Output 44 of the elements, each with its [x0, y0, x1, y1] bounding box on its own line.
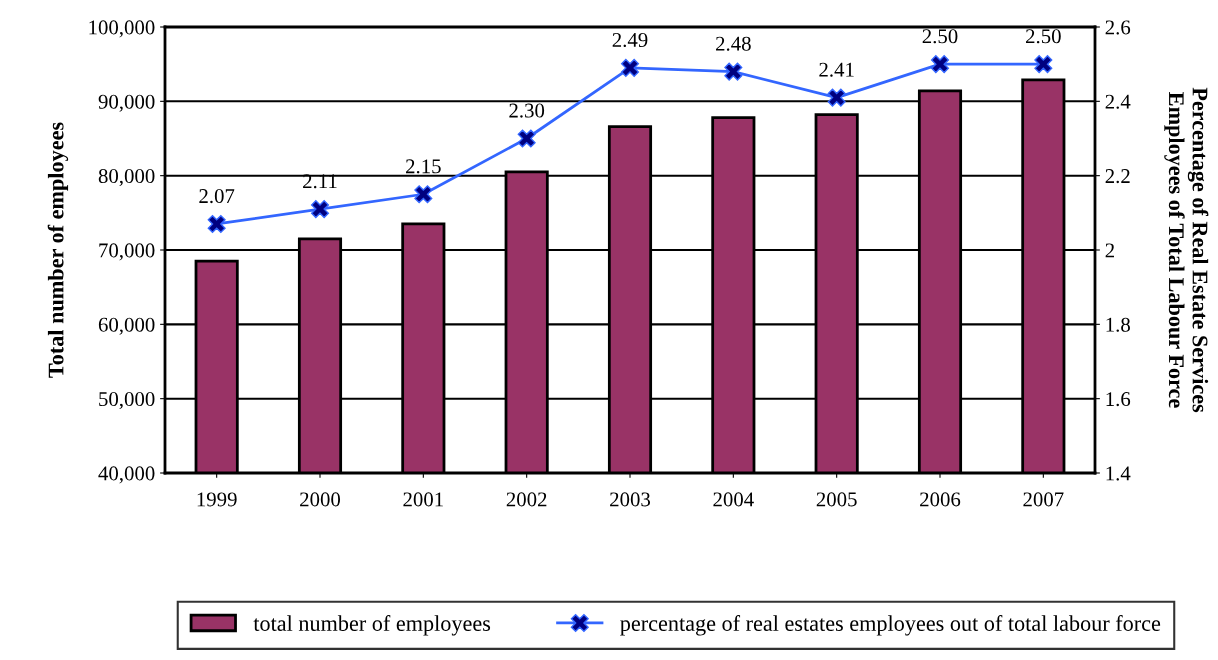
- point: [620, 58, 640, 77]
- y2-tick-label: 2.6: [1105, 20, 1131, 35]
- data-label: 2.41: [819, 62, 854, 77]
- y-tick-label: 70,000: [99, 243, 155, 261]
- y-tick-label: 50,000: [99, 392, 155, 410]
- data-label: 2.15: [406, 159, 441, 174]
- y2-tick-label: 2.2: [1105, 169, 1130, 184]
- point: [414, 185, 433, 204]
- y-tick-label: 60,000: [98, 317, 155, 335]
- y-tick-label: 90,000: [98, 94, 155, 112]
- y2-tick-label: 2.4: [1105, 94, 1131, 109]
- x-tick-label: 2007: [1023, 492, 1064, 507]
- y-tick-label: 80,000: [98, 169, 155, 187]
- y-tick-label: 100,000: [89, 20, 155, 38]
- data-label: 2.50: [1026, 29, 1061, 44]
- point: [517, 129, 536, 148]
- y2-tick-label: 1.4: [1106, 466, 1131, 481]
- x-tick-label: 2005: [816, 492, 857, 507]
- data-label: 2.07: [199, 189, 235, 204]
- x-tick-label: 2006: [920, 492, 961, 507]
- y2-tick-label: 1.8: [1106, 317, 1130, 332]
- x-tick-label: 2000: [300, 492, 341, 507]
- legend-label: total number of employees: [253, 615, 491, 636]
- x-tick-label: 2002: [506, 492, 547, 507]
- x-tick-label: 2004: [713, 492, 754, 507]
- x-tick-label: 2001: [403, 492, 443, 507]
- point: [310, 200, 330, 219]
- y-tick-label: 40,000: [98, 466, 155, 484]
- point: [724, 62, 743, 81]
- point: [207, 214, 226, 234]
- data-label: 2.30: [509, 103, 545, 118]
- x-tick-label: 1999: [197, 492, 237, 507]
- data-label: 2.49: [612, 32, 648, 48]
- y2-tick-label: 2: [1105, 243, 1114, 258]
- x-tick-label: 2003: [610, 492, 651, 507]
- point: [827, 88, 846, 107]
- y2-tick-label: 1.6: [1106, 392, 1131, 407]
- legend-label: percentage of real estates employees out of total labour force: [620, 615, 1161, 636]
- point: [930, 55, 950, 74]
- point: [1034, 55, 1053, 74]
- data-label: 2.50: [922, 29, 958, 44]
- y-axis-title: Total number of employees: [47, 122, 69, 378]
- data-label: 2.48: [716, 36, 751, 51]
- y2-axis-title: Percentage of Real Estate Services Employees of Total Labour Force: [1164, 87, 1209, 413]
